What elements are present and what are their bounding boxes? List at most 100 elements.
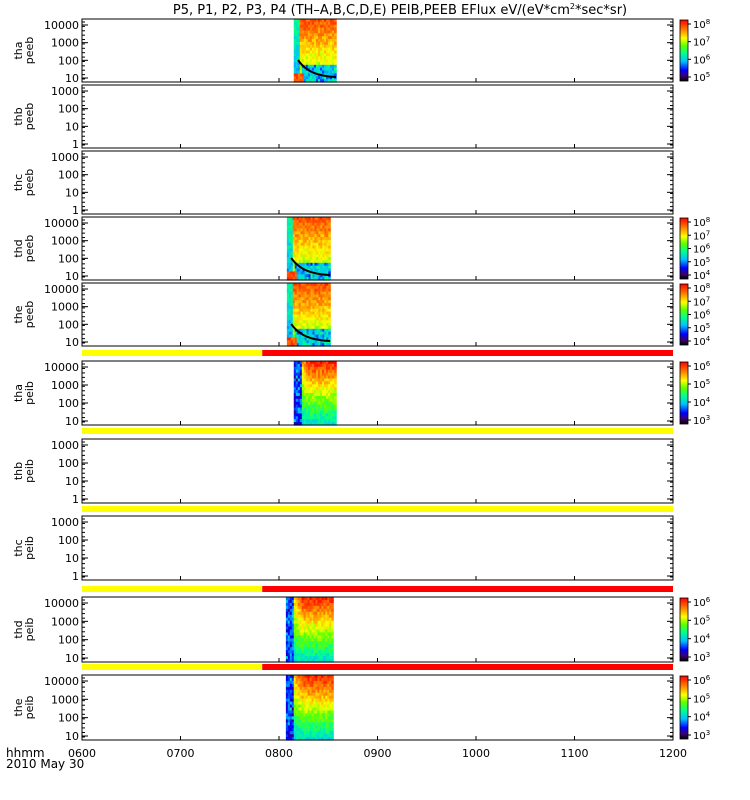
spectrogram-cell bbox=[288, 262, 292, 267]
spectrogram-cell bbox=[317, 689, 320, 694]
spectrogram-cell bbox=[326, 265, 329, 270]
spectrogram-cell bbox=[293, 410, 297, 414]
spectrogram-cell bbox=[297, 629, 301, 634]
spectrogram-cell bbox=[310, 277, 314, 281]
spectrogram-cell bbox=[311, 56, 315, 60]
spectrogram-cell bbox=[323, 695, 326, 700]
spectrogram-cell bbox=[317, 710, 320, 714]
spectrogram-cell bbox=[314, 331, 318, 336]
spectrogram-cell bbox=[295, 683, 299, 688]
spectrogram-cell bbox=[305, 398, 309, 403]
spectrogram-cell bbox=[302, 288, 306, 293]
spectrogram-cell bbox=[298, 259, 302, 264]
spectrogram-cell bbox=[317, 384, 321, 388]
spectrogram-cell bbox=[301, 375, 305, 380]
spectrogram-cell bbox=[331, 675, 334, 679]
spectrogram-cell bbox=[323, 710, 326, 714]
y-tick-label: 1000 bbox=[51, 85, 79, 98]
spectrogram-cell bbox=[292, 291, 296, 296]
spectrogram-cell bbox=[295, 64, 299, 69]
spectrogram-cell bbox=[321, 737, 324, 741]
spectrogram-cell bbox=[297, 76, 301, 80]
spectrogram-cell bbox=[316, 251, 319, 255]
spectrogram-cell bbox=[319, 683, 322, 688]
spectrogram-cell bbox=[302, 259, 306, 264]
spectrogram-cell bbox=[322, 239, 325, 244]
spectrogram-cell bbox=[330, 387, 333, 391]
spectrogram-cell bbox=[304, 262, 308, 267]
y-label-probe: thb bbox=[12, 462, 25, 480]
spectrogram-cell bbox=[331, 620, 334, 625]
spectrogram-cell bbox=[316, 245, 319, 250]
spectrogram-cell bbox=[310, 325, 314, 330]
spectrogram-cell bbox=[305, 410, 309, 414]
spectrogram-cell bbox=[297, 707, 301, 712]
spectrogram-cell bbox=[301, 689, 305, 694]
spectrogram-cell bbox=[313, 716, 317, 720]
spectrogram-cell bbox=[332, 363, 335, 368]
spectrogram-cell bbox=[311, 675, 315, 679]
spectrogram-cell bbox=[316, 248, 319, 252]
spectrogram-cell bbox=[294, 308, 298, 313]
spectrogram-cell bbox=[321, 602, 324, 607]
spectrogram-cell bbox=[311, 683, 315, 688]
spectrogram-cell bbox=[312, 237, 316, 241]
spectrogram-cell bbox=[323, 626, 326, 631]
spectrogram-cell bbox=[306, 242, 310, 247]
spectrogram-cell bbox=[332, 53, 335, 57]
spectrogram-cell bbox=[328, 21, 331, 26]
spectrogram-cell bbox=[317, 701, 320, 706]
spectrogram-cell bbox=[315, 632, 319, 636]
spectrogram-cell bbox=[305, 653, 309, 657]
spectrogram-cell bbox=[316, 288, 319, 293]
spectrogram-cell bbox=[323, 611, 326, 616]
spectrogram-cell bbox=[321, 707, 324, 712]
spectrogram-cell bbox=[324, 325, 327, 330]
panel-frame bbox=[81, 674, 674, 741]
spectrogram-cell bbox=[321, 695, 324, 700]
spectrogram-cell bbox=[288, 222, 292, 227]
spectrogram-cell bbox=[307, 695, 311, 700]
spectrogram-cell bbox=[315, 716, 319, 720]
spectrogram-cell bbox=[313, 701, 317, 706]
spectrogram-cell bbox=[295, 378, 299, 382]
spectrogram-cell bbox=[326, 44, 329, 49]
spectrogram-cell bbox=[295, 39, 299, 43]
spectrogram-cell bbox=[321, 683, 324, 688]
spectrogram-cell bbox=[301, 716, 305, 720]
spectrogram-cell bbox=[315, 710, 319, 714]
spectrogram-cell bbox=[322, 303, 325, 307]
spectrogram-cell bbox=[294, 303, 298, 307]
spectrogram-cell bbox=[331, 638, 334, 642]
spectrogram-cell bbox=[324, 237, 327, 241]
spectrogram-cell bbox=[322, 231, 325, 235]
spectrogram-cell bbox=[313, 677, 317, 682]
spectrogram-cell bbox=[295, 381, 299, 385]
spectrogram-cell bbox=[319, 692, 322, 697]
spectrogram-cell bbox=[301, 683, 305, 688]
spectrogram-cell bbox=[328, 384, 331, 388]
spectrogram-cell bbox=[285, 722, 289, 726]
spectrogram-cell bbox=[311, 39, 315, 43]
spectrogram-cell bbox=[305, 608, 309, 613]
spectrogram-cell bbox=[295, 375, 299, 380]
spectrogram-cell bbox=[289, 737, 293, 741]
spectrogram-cell bbox=[304, 285, 308, 290]
spectrogram-cell bbox=[309, 404, 313, 409]
y-axis-label: thapeeb bbox=[12, 37, 36, 65]
spectrogram-cell bbox=[328, 294, 331, 298]
y-tick-label: 10 bbox=[65, 730, 79, 743]
spectrogram-cell bbox=[300, 231, 304, 235]
spectrogram-cell bbox=[321, 677, 324, 682]
spectrogram-cell bbox=[334, 27, 337, 32]
spectrogram-cell bbox=[321, 650, 324, 654]
spectrogram-cell bbox=[334, 369, 337, 374]
spectrogram-cell bbox=[317, 387, 321, 391]
spectrogram-cell bbox=[293, 24, 297, 29]
spectrogram-cell bbox=[305, 387, 309, 391]
spectrogram-cell bbox=[297, 680, 301, 685]
spectrogram-cell bbox=[312, 219, 316, 224]
spectrogram-cell bbox=[317, 734, 320, 738]
spectrogram-cell bbox=[299, 33, 303, 37]
spectrogram-cell bbox=[295, 737, 299, 741]
